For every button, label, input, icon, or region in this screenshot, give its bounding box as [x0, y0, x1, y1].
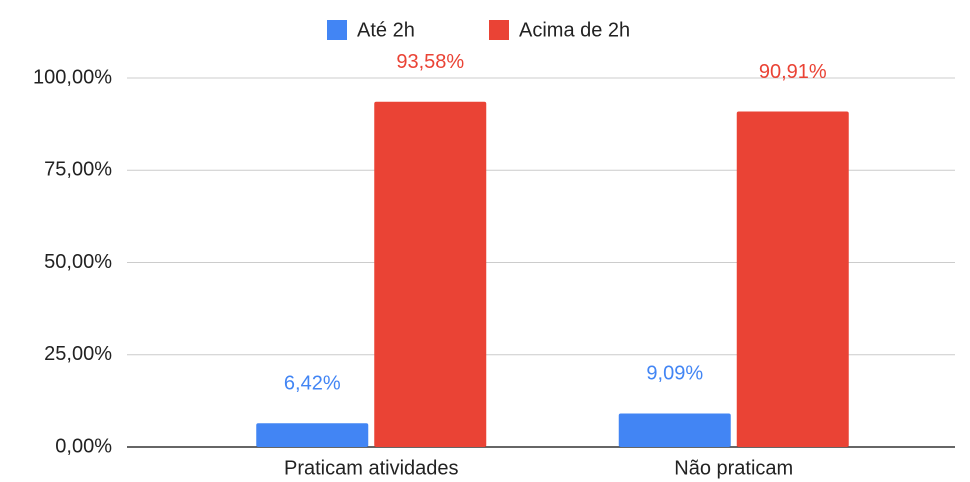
y-tick-label: 25,00%	[44, 343, 112, 365]
legend-swatch	[489, 20, 509, 40]
y-tick-label: 0,00%	[55, 435, 112, 457]
y-tick-label: 100,00%	[33, 66, 112, 88]
data-label: 90,91%	[759, 61, 827, 83]
bar	[374, 101, 487, 448]
data-label: 9,09%	[646, 363, 703, 385]
legend-label: Acima de 2h	[519, 19, 630, 41]
bar	[618, 413, 731, 447]
bar	[256, 423, 369, 447]
data-label: 93,58%	[396, 51, 464, 73]
y-tick-label: 50,00%	[44, 251, 112, 273]
y-tick-label: 75,00%	[44, 159, 112, 181]
legend-label: Até 2h	[357, 19, 415, 41]
legend-swatch	[327, 20, 347, 40]
x-tick-label: Não praticam	[674, 457, 793, 479]
bar	[736, 111, 849, 447]
data-label: 6,42%	[284, 373, 341, 395]
x-tick-label: Praticam atividades	[284, 457, 459, 479]
